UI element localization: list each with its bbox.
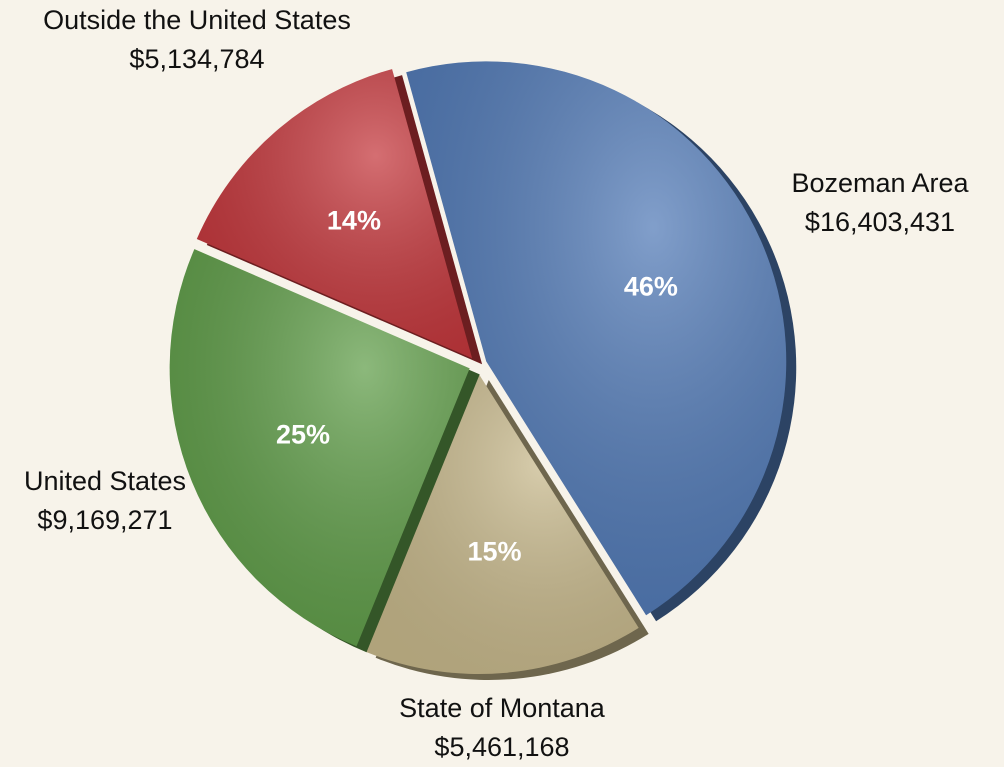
category-label: Outside the United States (43, 5, 351, 35)
slice-shine (169, 249, 470, 647)
labels: 46% Bozeman Area $16,403,431 15% State of Mo… (24, 5, 970, 762)
value-label: $5,461,168 (434, 732, 569, 762)
percent-label: 14% (327, 206, 381, 236)
category-label: State of Montana (399, 693, 606, 723)
slice-shine (406, 61, 787, 616)
value-label: $9,169,271 (37, 505, 172, 535)
value-label: $5,134,784 (129, 44, 264, 74)
slice-shine (196, 69, 473, 359)
category-label: Bozeman Area (791, 168, 969, 198)
slice-shine (365, 373, 639, 674)
value-label: $16,403,431 (805, 207, 955, 237)
percent-label: 15% (468, 536, 522, 566)
category-label: United States (24, 466, 186, 496)
percent-label: 46% (624, 272, 678, 302)
percent-label: 25% (276, 420, 330, 450)
slices (169, 61, 797, 680)
